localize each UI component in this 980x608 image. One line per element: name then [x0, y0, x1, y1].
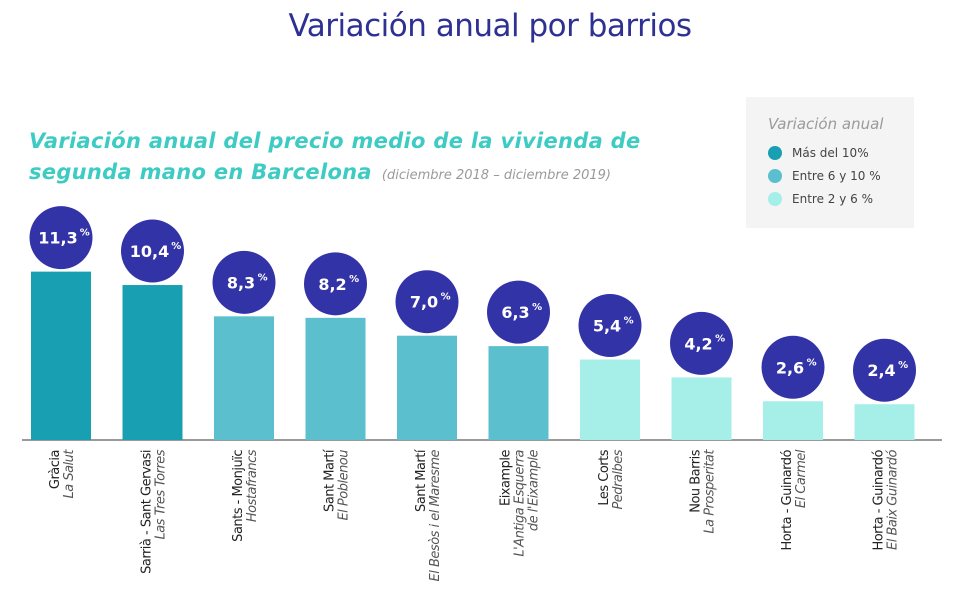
value-percent: %: [171, 241, 181, 252]
neighborhood-label: El Poblenou: [337, 450, 352, 521]
neighborhood-label: La Salut: [62, 449, 77, 499]
bar: [763, 401, 823, 440]
value-percent: %: [80, 228, 90, 239]
legend-item-low: Entre 2 y 6 %: [768, 190, 873, 208]
legend-dot-mid: [768, 169, 782, 183]
value-percent: %: [258, 272, 268, 283]
subtitle-period: (diciembre 2018 – diciembre 2019): [381, 168, 612, 183]
value-percent: %: [441, 292, 451, 303]
value-bubble: [395, 270, 459, 334]
value-bubble: [578, 294, 642, 358]
neighborhood-label: de l'Eixample: [527, 450, 542, 532]
bar: [31, 271, 91, 440]
bar: [214, 316, 274, 440]
value-bubble: [304, 252, 367, 316]
district-label: Eixample: [499, 450, 514, 507]
value-bubble: [487, 280, 550, 344]
bar: [580, 359, 640, 440]
neighborhood-label: Hostafrancs: [245, 449, 260, 522]
value-label: 10,4: [130, 242, 169, 261]
value-label: 2,4: [867, 361, 895, 380]
legend: Variación anual Más del 10% Entre 6 y 10…: [746, 97, 914, 228]
chart-subtitle: Variación anual del precio medio de la v…: [29, 126, 729, 191]
value-bubble: [29, 206, 93, 270]
value-label: 11,3: [38, 229, 77, 248]
legend-label-mid: Entre 6 y 10 %: [792, 169, 881, 183]
legend-title: Variación anual: [768, 115, 884, 133]
value-bubble: [761, 335, 825, 399]
value-label: 2,6: [776, 358, 804, 377]
neighborhood-label: Pedralbes: [611, 449, 626, 509]
district-label: Les Corts: [597, 449, 612, 505]
value-label: 4,2: [684, 334, 712, 353]
bar: [854, 404, 915, 440]
neighborhood-label: La Prosperitat: [703, 449, 718, 534]
bar: [122, 285, 183, 440]
bar: [671, 377, 732, 440]
legend-item-mid: Entre 6 y 10 %: [768, 167, 881, 185]
district-label: Sants - Monjuïc: [231, 450, 246, 542]
value-percent: %: [349, 274, 359, 285]
bar: [488, 346, 549, 440]
value-bubble: [212, 250, 276, 314]
value-label: 6,3: [501, 303, 529, 322]
district-label: Sarrià - Sant Gervasi: [140, 450, 155, 574]
value-percent: %: [624, 316, 634, 327]
value-label: 5,4: [593, 317, 621, 336]
neighborhood-label: L'Antiga Esquerra: [513, 449, 528, 556]
neighborhood-label: El Baix Guinardó: [886, 449, 901, 550]
neighborhood-label: Las Tres Torres: [154, 449, 169, 539]
district-label: Horta - Guinardó: [872, 449, 887, 550]
legend-dot-low: [768, 192, 782, 206]
legend-dot-high: [768, 146, 782, 160]
subtitle-main: Variación anual del precio medio de la v…: [29, 129, 641, 184]
value-bubble: [670, 311, 733, 375]
value-label: 8,3: [227, 273, 255, 292]
legend-item-high: Más del 10%: [768, 144, 869, 162]
bar: [397, 335, 457, 440]
legend-label-high: Más del 10%: [792, 146, 869, 160]
value-bubble: [121, 219, 184, 283]
district-label: Gràcia: [48, 450, 63, 489]
bar: [305, 317, 366, 440]
value-percent: %: [715, 333, 725, 344]
page-title: Variación anual por barrios: [288, 8, 692, 44]
legend-label-low: Entre 2 y 6 %: [792, 192, 873, 206]
neighborhood-label: El Besòs i el Maresme: [428, 449, 443, 581]
district-label: Sant Martí: [414, 449, 429, 512]
district-label: Horta - Guinardó: [780, 449, 795, 550]
value-label: 7,0: [410, 293, 438, 312]
district-label: Nou Barris: [689, 449, 704, 513]
value-label: 8,2: [318, 275, 346, 294]
district-label: Sant Martí: [323, 449, 338, 512]
value-bubble: [853, 338, 916, 402]
value-percent: %: [532, 302, 542, 313]
value-percent: %: [807, 357, 817, 368]
value-percent: %: [898, 360, 908, 371]
neighborhood-label: El Carmel: [794, 449, 809, 508]
